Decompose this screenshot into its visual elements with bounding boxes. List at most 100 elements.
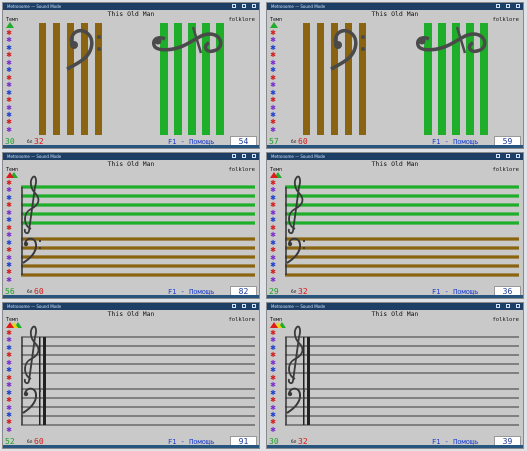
maximize-button[interactable] [242, 304, 246, 308]
star-icon[interactable]: ✱ [6, 73, 12, 82]
close-button[interactable] [252, 304, 256, 308]
star-icon[interactable]: ✱ [6, 186, 12, 195]
star-icon[interactable]: ✱ [6, 223, 12, 232]
star-icon[interactable]: ✱ [270, 336, 276, 345]
star-icon[interactable]: ✱ [6, 410, 12, 419]
help-hint[interactable]: F1 - Помощь [168, 288, 215, 296]
green-triangle-icon[interactable] [274, 172, 282, 178]
yellow-triangle-icon[interactable] [274, 322, 282, 328]
star-icon[interactable]: ✱ [6, 43, 12, 52]
green-triangle-icon[interactable] [6, 22, 14, 28]
green-triangle-icon[interactable] [10, 172, 18, 178]
star-icon[interactable]: ✱ [6, 418, 12, 427]
star-icon[interactable]: ✱ [6, 396, 12, 405]
star-icon[interactable]: ✱ [270, 268, 276, 277]
maximize-button[interactable] [242, 4, 246, 8]
star-icon[interactable]: ✱ [6, 29, 12, 37]
maximize-button[interactable] [506, 304, 510, 308]
staff-area[interactable] [281, 23, 521, 135]
minimize-button[interactable] [232, 304, 236, 308]
staff-area[interactable] [17, 173, 257, 285]
star-icon[interactable]: ✱ [270, 208, 276, 217]
star-icon[interactable]: ✱ [6, 66, 12, 75]
star-icon[interactable]: ✱ [270, 186, 276, 195]
red-triangle-icon[interactable] [270, 322, 278, 328]
star-icon[interactable]: ✱ [6, 238, 12, 247]
star-icon[interactable]: ✱ [270, 253, 276, 262]
star-icon[interactable]: ✱ [270, 29, 276, 37]
star-icon[interactable]: ✱ [6, 88, 12, 97]
star-icon[interactable]: ✱ [6, 268, 12, 277]
help-hint[interactable]: F1 - Помощь [432, 438, 479, 446]
star-icon[interactable]: ✱ [270, 201, 276, 210]
star-icon[interactable]: ✱ [270, 381, 276, 390]
yellow-triangle-icon[interactable] [10, 322, 18, 328]
star-icon[interactable]: ✱ [270, 373, 276, 382]
help-hint[interactable]: F1 - Помощь [432, 288, 479, 296]
star-icon[interactable]: ✱ [270, 410, 276, 419]
star-icon[interactable]: ✱ [270, 43, 276, 52]
minimize-button[interactable] [496, 4, 500, 8]
star-icon[interactable]: ✱ [270, 246, 276, 255]
star-icon[interactable]: ✱ [6, 118, 12, 127]
title-bar[interactable]: Metronome — Sound Mode [267, 153, 523, 160]
star-icon[interactable]: ✱ [270, 425, 276, 434]
star-icon[interactable]: ✱ [270, 51, 276, 60]
star-icon[interactable]: ✱ [270, 329, 276, 337]
maximize-button[interactable] [506, 4, 510, 8]
star-icon[interactable]: ✱ [270, 388, 276, 397]
star-icon[interactable]: ✱ [270, 88, 276, 97]
star-icon[interactable]: ✱ [6, 253, 12, 262]
star-icon[interactable]: ✱ [6, 201, 12, 210]
star-icon[interactable]: ✱ [270, 81, 276, 90]
star-icon[interactable]: ✱ [6, 208, 12, 217]
star-icon[interactable]: ✱ [6, 216, 12, 225]
green-triangle-icon[interactable] [270, 22, 278, 28]
star-icon[interactable]: ✱ [270, 343, 276, 352]
star-icon[interactable]: ✱ [270, 403, 276, 412]
star-icon[interactable]: ✱ [270, 193, 276, 202]
title-bar[interactable]: Metronome — Sound Mode [3, 153, 259, 160]
star-icon[interactable]: ✱ [270, 58, 276, 67]
minimize-button[interactable] [496, 304, 500, 308]
star-icon[interactable]: ✱ [6, 81, 12, 90]
staff-area[interactable] [17, 23, 257, 135]
star-icon[interactable]: ✱ [270, 110, 276, 119]
maximize-button[interactable] [506, 154, 510, 158]
star-icon[interactable]: ✱ [6, 366, 12, 375]
minimize-button[interactable] [232, 154, 236, 158]
star-icon[interactable]: ✱ [270, 103, 276, 112]
star-icon[interactable]: ✱ [6, 231, 12, 240]
star-icon[interactable]: ✱ [6, 246, 12, 255]
red-triangle-icon[interactable] [270, 172, 278, 178]
star-icon[interactable]: ✱ [270, 418, 276, 427]
star-icon[interactable]: ✱ [6, 193, 12, 202]
star-icon[interactable]: ✱ [270, 275, 276, 284]
close-button[interactable] [516, 304, 520, 308]
star-icon[interactable]: ✱ [270, 36, 276, 45]
close-button[interactable] [516, 4, 520, 8]
green-triangle-icon[interactable] [278, 322, 286, 328]
star-icon[interactable]: ✱ [270, 231, 276, 240]
star-icon[interactable]: ✱ [6, 103, 12, 112]
close-button[interactable] [516, 154, 520, 158]
help-hint[interactable]: F1 - Помощь [168, 138, 215, 146]
title-bar[interactable]: Metronome — Sound Mode [3, 3, 259, 10]
star-icon[interactable]: ✱ [6, 403, 12, 412]
star-icon[interactable]: ✱ [6, 179, 12, 187]
star-icon[interactable]: ✱ [270, 66, 276, 75]
star-icon[interactable]: ✱ [6, 351, 12, 360]
star-icon[interactable]: ✱ [270, 223, 276, 232]
red-triangle-icon[interactable] [6, 172, 14, 178]
star-icon[interactable]: ✱ [6, 275, 12, 284]
maximize-button[interactable] [242, 154, 246, 158]
star-icon[interactable]: ✱ [6, 110, 12, 119]
star-icon[interactable]: ✱ [270, 125, 276, 134]
star-icon[interactable]: ✱ [6, 358, 12, 367]
star-icon[interactable]: ✱ [6, 425, 12, 434]
star-icon[interactable]: ✱ [270, 238, 276, 247]
star-icon[interactable]: ✱ [270, 179, 276, 187]
star-icon[interactable]: ✱ [270, 73, 276, 82]
staff-area[interactable] [281, 173, 521, 285]
star-icon[interactable]: ✱ [6, 336, 12, 345]
